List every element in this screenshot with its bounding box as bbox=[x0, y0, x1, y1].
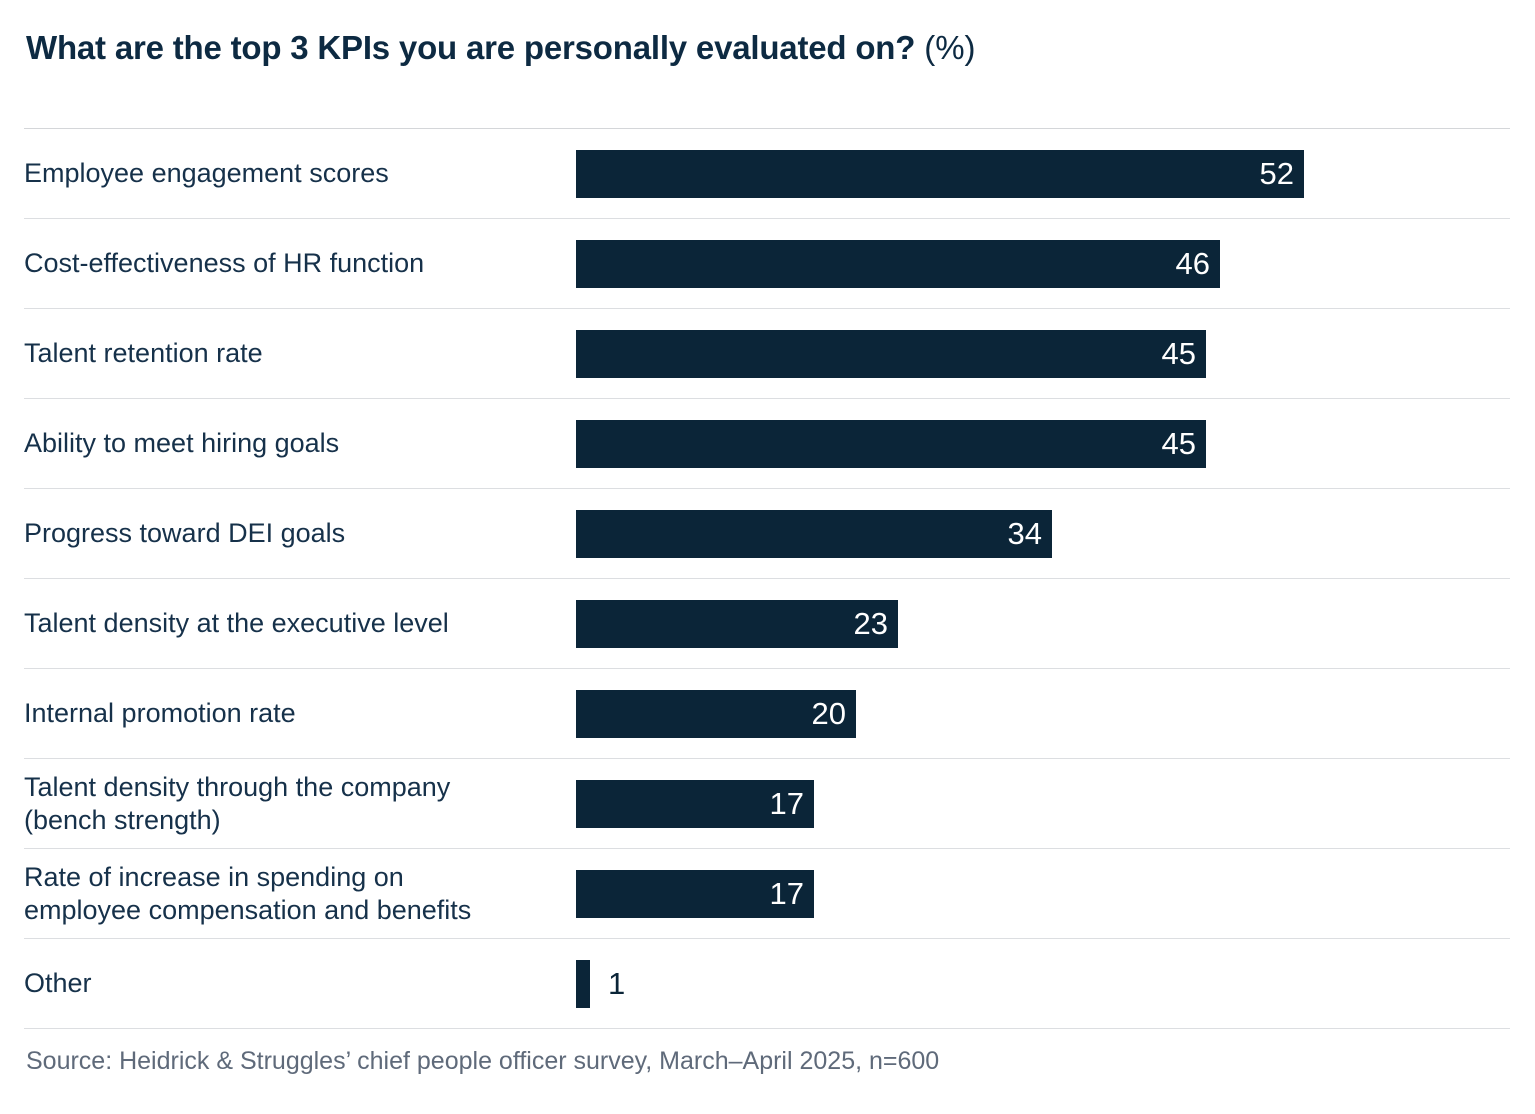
chart-row: Talent density at the executive level 23 bbox=[24, 579, 1510, 668]
bar-value-label: 34 bbox=[1007, 516, 1042, 551]
chart-row: Other 1 bbox=[24, 939, 1510, 1028]
row-separator bbox=[24, 308, 1510, 309]
row-separator bbox=[24, 578, 1510, 579]
chart-row: Cost-effectiveness of HR function 46 bbox=[24, 219, 1510, 308]
row-separator bbox=[24, 1028, 1510, 1029]
category-label-line2: (bench strength) bbox=[24, 804, 221, 835]
category-label: Progress toward DEI goals bbox=[24, 518, 346, 549]
bar[interactable]: 1 bbox=[576, 959, 625, 1008]
category-label: Other bbox=[24, 968, 92, 999]
row-separator bbox=[24, 938, 1510, 939]
row-separator bbox=[24, 398, 1510, 399]
bar-track: 52 bbox=[576, 129, 1510, 218]
bar[interactable]: 52 bbox=[576, 149, 1304, 198]
bar[interactable]: 23 bbox=[576, 599, 898, 648]
row-separator bbox=[24, 848, 1510, 849]
bar[interactable]: 45 bbox=[576, 419, 1206, 468]
source-note: Source: Heidrick & Struggles’ chief peop… bbox=[26, 1047, 940, 1075]
chart-row: Ability to meet hiring goals 45 bbox=[24, 399, 1510, 488]
category-label: Talent density at the executive level bbox=[24, 608, 449, 639]
bar-value-label: 17 bbox=[769, 876, 804, 911]
bar-value-label: 20 bbox=[811, 696, 846, 731]
row-separator bbox=[24, 128, 1510, 129]
bar-value-label: 23 bbox=[853, 606, 888, 641]
chart-row: Internal promotion rate 20 bbox=[24, 669, 1510, 758]
bar-value-label: 52 bbox=[1259, 156, 1294, 191]
bar-value-label: 46 bbox=[1175, 246, 1210, 281]
bar-track: 45 bbox=[576, 399, 1510, 488]
category-label: Talent density through the company (bench… bbox=[24, 771, 451, 835]
category-label: Ability to meet hiring goals bbox=[24, 428, 340, 459]
chart-row: Progress toward DEI goals 34 bbox=[24, 489, 1510, 578]
chart-row: Rate of increase in spending on employee … bbox=[24, 849, 1510, 938]
bar[interactable]: 45 bbox=[576, 329, 1206, 378]
bar-track: 17 bbox=[576, 759, 1510, 848]
category-label: Rate of increase in spending on employee … bbox=[24, 861, 472, 925]
chart-row: Employee engagement scores 52 bbox=[24, 129, 1510, 218]
bar-track: 34 bbox=[576, 489, 1510, 578]
bar-track: 17 bbox=[576, 849, 1510, 938]
bar[interactable]: 34 bbox=[576, 509, 1052, 558]
bar-value-label: 45 bbox=[1161, 426, 1196, 461]
category-label: Internal promotion rate bbox=[24, 698, 296, 729]
page-title-unit: (%) bbox=[924, 29, 976, 66]
category-label: Employee engagement scores bbox=[24, 158, 389, 189]
row-separator bbox=[24, 488, 1510, 489]
row-separator bbox=[24, 758, 1510, 759]
bar[interactable]: 17 bbox=[576, 869, 814, 918]
bar-value-label: 1 bbox=[608, 966, 626, 1001]
chart-row: Talent retention rate 45 bbox=[24, 309, 1510, 398]
bar[interactable]: 20 bbox=[576, 689, 856, 738]
chart-row: Talent density through the company (bench… bbox=[24, 759, 1510, 848]
category-label: Talent retention rate bbox=[24, 338, 263, 369]
category-label: Cost-effectiveness of HR function bbox=[24, 248, 425, 279]
bar-value-label: 17 bbox=[769, 786, 804, 821]
bar-chart: Employee engagement scores 52 Cost-effecti… bbox=[24, 128, 1510, 1029]
row-separator bbox=[24, 668, 1510, 669]
category-label-line2: employee compensation and benefits bbox=[24, 894, 472, 925]
row-separator bbox=[24, 218, 1510, 219]
page-title: What are the top 3 KPIs you are personal… bbox=[26, 22, 1506, 74]
bar[interactable]: 17 bbox=[576, 779, 814, 828]
bar-track: 20 bbox=[576, 669, 1510, 758]
bar-track: 46 bbox=[576, 219, 1510, 308]
bar-track: 45 bbox=[576, 309, 1510, 398]
bar-track: 1 bbox=[576, 939, 1510, 1028]
page-title-text: What are the top 3 KPIs you are personal… bbox=[26, 29, 916, 66]
bar-track: 23 bbox=[576, 579, 1510, 668]
bar[interactable]: 46 bbox=[576, 239, 1220, 288]
bar-value-label: 45 bbox=[1161, 336, 1196, 371]
